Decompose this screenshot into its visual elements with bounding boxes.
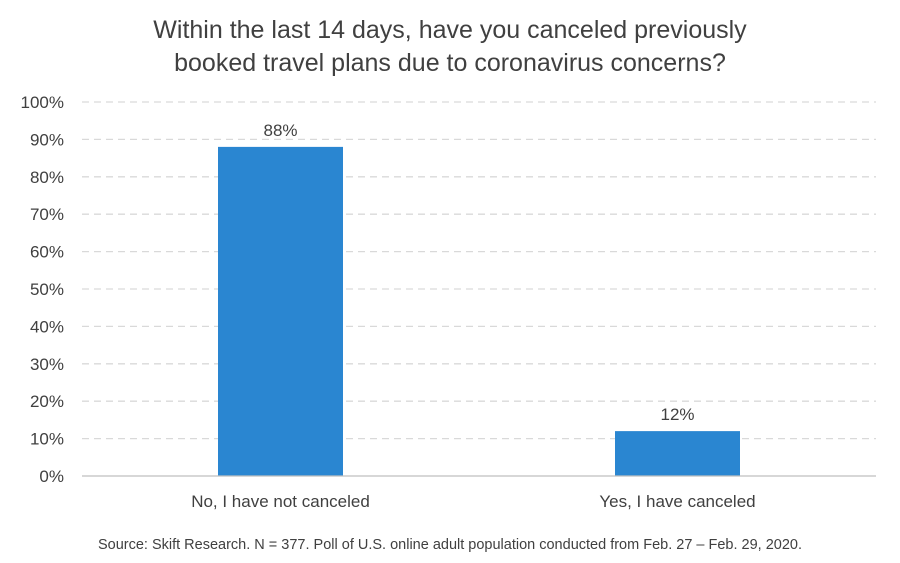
data-label: 88%: [263, 121, 297, 140]
y-tick-label: 10%: [30, 430, 64, 449]
chart-title-line-2: booked travel plans due to coronavirus c…: [174, 49, 726, 77]
y-tick-label: 70%: [30, 205, 64, 224]
bar: [218, 146, 343, 476]
y-tick-label: 40%: [30, 317, 64, 336]
y-tick-label: 20%: [30, 392, 64, 411]
y-tick-label: 90%: [30, 130, 64, 149]
bar: [615, 431, 740, 476]
x-category-label: Yes, I have canceled: [599, 492, 755, 511]
x-category-label: No, I have not canceled: [191, 492, 370, 511]
y-tick-label: 100%: [21, 93, 64, 112]
y-tick-label: 30%: [30, 355, 64, 374]
y-axis: 0% 10% 20% 30% 40% 50% 60% 70% 80% 90% 100%: [21, 93, 64, 486]
y-tick-label: 80%: [30, 168, 64, 187]
chart-title-line-1: Within the last 14 days, have you cancel…: [153, 16, 747, 44]
bars: 88% 12%: [218, 121, 740, 476]
chart-title: Within the last 14 days, have you cancel…: [0, 14, 900, 80]
y-tick-label: 50%: [30, 280, 64, 299]
y-tick-label: 60%: [30, 243, 64, 262]
source-note: Source: Skift Research. N = 377. Poll of…: [97, 537, 803, 553]
y-tick-label: 0%: [39, 467, 64, 486]
data-label: 12%: [660, 405, 694, 424]
x-axis: No, I have not canceled Yes, I have cance…: [82, 475, 876, 511]
gridlines: [82, 101, 876, 440]
